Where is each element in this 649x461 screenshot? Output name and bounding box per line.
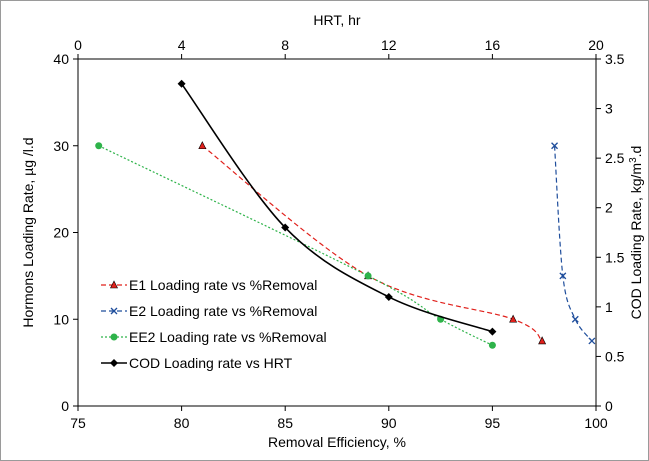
series-point-1 [551,142,559,150]
series-line-3 [180,83,493,333]
series-point-2 [364,272,372,280]
x-top-tick-label: 8 [281,37,289,53]
y-right-tick-label: 1.5 [605,249,625,265]
series-group [95,79,596,349]
y-left-tick-label: 30 [53,138,69,154]
series-point-3 [384,292,393,301]
legend: E1 Loading rate vs %Removal E2 Loading ra… [101,277,327,371]
series-point-0 [509,314,518,323]
series-point-3 [281,223,290,232]
y-axis-right-title-suffix: .d [628,146,644,158]
x-axis-top-title: HRT, hr [313,12,361,28]
series-point-1-stroke [571,315,579,323]
x-top-tick-label: 0 [74,37,82,53]
y-right-tick-label: 2 [605,200,613,216]
series-point-2 [488,341,496,349]
series-point-3 [488,327,497,336]
series-point-1 [588,337,596,345]
y-axis-right-title-main: COD Loading Rate, kg/m [628,163,644,319]
legend-item-1: E2 Loading rate vs %Removal [101,303,317,319]
legend-item-0: E1 Loading rate vs %Removal [101,277,317,293]
y-right-tick-label: 3 [605,101,613,117]
series-point-1 [559,272,567,280]
series-line-1 [553,145,593,342]
y-axis-right-title-superscript: 3 [628,157,639,163]
y-right-tick-label: 3.5 [605,51,625,67]
legend-item-3: COD Loading rate vs HRT [101,355,293,371]
x-bottom-tick-label: 75 [70,415,86,431]
x-top-tick-label: 4 [178,37,186,53]
x-top-tick-label: 12 [381,37,397,53]
x-bottom-tick-label: 80 [174,415,190,431]
legend-label-2: EE2 Loading rate vs %Removal [129,329,327,345]
x-bottom-tick-label: 90 [381,415,397,431]
series-point-1-stroke [559,272,567,280]
y-right-tick-label: 0 [605,398,613,414]
series-point-1-stroke [588,337,596,345]
series-2 [95,142,496,349]
x-top-tick-label: 16 [485,37,501,53]
y-right-tick-label: 0.5 [605,348,625,364]
series-point-1 [571,315,579,323]
plot-frame [77,58,597,407]
y-left-tick-label: 10 [53,311,69,327]
y-axis-right-title: COD Loading Rate, kg/m3.d [628,146,645,320]
plot-area [77,58,597,407]
x-top-tick-label: 20 [588,37,604,53]
y-left-tick-label: 40 [53,51,69,67]
series-point-2 [95,142,103,150]
legend-marker-2 [110,333,118,341]
y-left-tick-label: 20 [53,225,69,241]
legend-marker-1-stroke [110,307,118,315]
x-bottom-tick-label: 85 [277,415,293,431]
legend-label-3: COD Loading rate vs HRT [129,355,293,371]
legend-marker-1 [110,307,118,315]
y-axis-left-title: Hormons Loading Rate, µg /l.d [20,137,36,327]
series-1 [551,142,596,345]
series-point-0 [198,141,207,150]
legend-marker-0 [110,280,118,289]
series-line-0 [201,145,543,342]
series-3 [177,79,497,336]
x-bottom-tick-label: 100 [584,415,608,431]
x-axis-bottom-title: Removal Efficiency, % [268,434,406,450]
legend-item-2: EE2 Loading rate vs %Removal [101,329,327,345]
series-point-0 [538,336,547,345]
series-line-2 [98,145,493,346]
y-right-tick-label: 2.5 [605,150,625,166]
legend-label-0: E1 Loading rate vs %Removal [129,277,317,293]
series-point-3 [177,79,186,88]
y-right-tick-label: 1 [605,299,613,315]
y-left-tick-label: 0 [61,398,69,414]
legend-label-1: E2 Loading rate vs %Removal [129,303,317,319]
legend-marker-3 [110,359,118,367]
x-bottom-tick-label: 95 [485,415,501,431]
series-point-1-stroke [551,142,559,150]
